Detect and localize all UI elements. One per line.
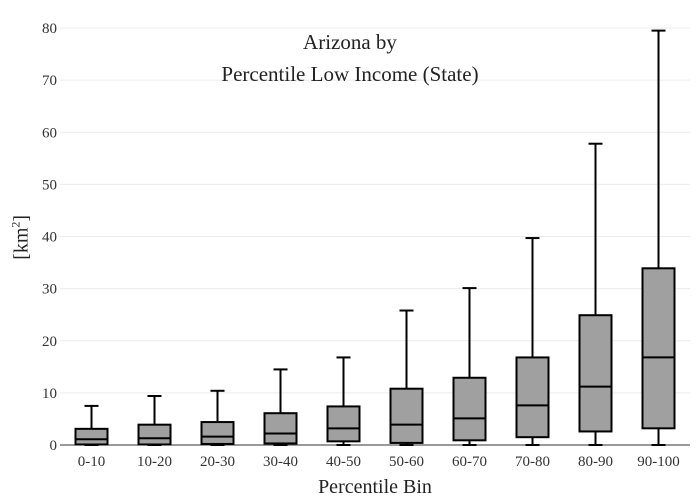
x-tick-label: 10-20	[137, 454, 172, 470]
y-tick-label: 0	[50, 438, 58, 454]
y-tick-label: 60	[42, 125, 57, 141]
x-tick-label: 20-30	[200, 454, 235, 470]
box-70-80	[515, 356, 550, 439]
box-20-30	[200, 421, 235, 445]
box-60-70	[452, 376, 487, 442]
box-0-10	[74, 427, 109, 446]
x-tick-label: 30-40	[263, 454, 298, 470]
x-tick-label: 0-10	[78, 454, 106, 470]
y-tick-label: 70	[42, 73, 57, 89]
y-tick-label: 10	[42, 386, 57, 402]
y-axis-label-base: [km	[10, 227, 33, 260]
x-tick-label: 80-90	[578, 454, 613, 470]
box-40-50	[326, 405, 361, 443]
x-tick-label: 50-60	[389, 454, 424, 470]
x-tick-label: 70-80	[515, 454, 550, 470]
box-80-90	[578, 314, 613, 433]
y-axis-label-superscript: 2	[8, 221, 23, 228]
y-tick-label: 20	[42, 334, 57, 350]
x-tick-label: 60-70	[452, 454, 487, 470]
y-tick-label: 30	[42, 282, 57, 298]
y-axis-label: [km2]	[9, 212, 34, 262]
y-tick-label: 80	[42, 21, 57, 37]
y-tick-label: 40	[42, 230, 57, 246]
box-90-100	[641, 267, 676, 430]
x-tick-label: 40-50	[326, 454, 361, 470]
chart-title-line-2: Percentile Low Income (State)	[221, 62, 479, 86]
x-tick-label: 90-100	[637, 454, 680, 470]
y-tick-label: 50	[42, 177, 57, 193]
y-axis-label-end: ]	[10, 214, 33, 222]
chart-title-line-1: Arizona by	[303, 30, 397, 54]
x-axis-label: Percentile Bin	[318, 476, 432, 498]
box-10-20	[137, 423, 172, 446]
box-50-60	[389, 387, 424, 444]
box-30-40	[263, 412, 298, 445]
